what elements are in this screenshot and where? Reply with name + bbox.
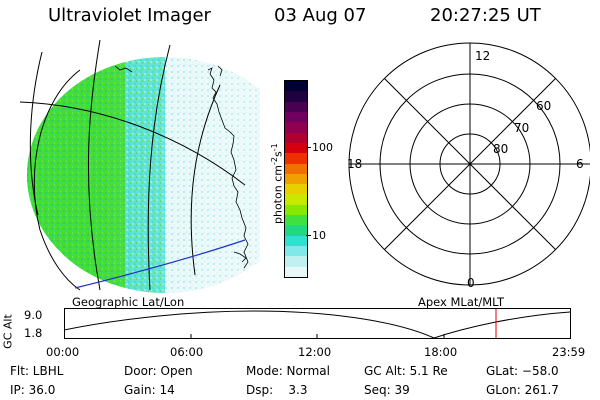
time-tick-1200: 12:00 [298, 345, 332, 359]
colorbar-swatch [285, 204, 307, 216]
glon-status: GLon: 261.7 [486, 383, 559, 397]
colorbar-tick-10: 10 [312, 229, 326, 242]
colorbar-swatch [285, 132, 307, 143]
polar-projection-label: Apex MLat/MLT [418, 295, 505, 309]
glat-status: GLat: −58.0 [486, 364, 559, 378]
mlt-line-diag2 [384, 78, 556, 250]
altitude-axis-label: GC Alt [1, 314, 15, 349]
colorbar-swatch [285, 142, 307, 154]
colorbar-swatch [285, 235, 307, 246]
gain-status: Gain: 14 [124, 383, 175, 397]
colorbar-swatch [285, 111, 307, 123]
altitude-tick-min: 1.8 [24, 326, 43, 340]
altitude-curve [64, 310, 571, 339]
time-tick-0000: 00:00 [46, 345, 80, 359]
filter-status: Flt: LBHL [10, 364, 64, 378]
aurora-emission [27, 57, 260, 293]
map-projection-label: Geographic Lat/Lon [72, 295, 185, 309]
intensity-colorbar [284, 80, 308, 278]
mode-status: Mode: Normal [246, 364, 330, 378]
colorbar-swatch [285, 153, 307, 164]
mlt-label-0: 0 [467, 276, 475, 288]
earth-limb [33, 69, 81, 291]
polar-mlat-mlt-plot: 12 18 6 0 60 70 80 [347, 42, 590, 288]
colorbar-swatch [285, 215, 307, 226]
colorbar-swatch [285, 122, 307, 133]
colorbar-swatch [285, 256, 307, 267]
colorbar-swatch [285, 225, 307, 236]
time-tick-1800: 18:00 [424, 345, 458, 359]
uv-image-map [20, 40, 260, 293]
colorbar-tick-mark [306, 235, 311, 236]
colorbar-swatch [285, 81, 307, 92]
orbit-altitude-plot [64, 308, 571, 339]
time-label: 20:27:25 UT [430, 5, 541, 26]
time-tick-2359: 23:59 [552, 345, 586, 359]
colorbar-swatch [285, 184, 307, 195]
colorbar-swatch [285, 163, 307, 174]
door-status: Door: Open [124, 364, 193, 378]
colorbar-swatch [285, 173, 307, 185]
colorbar-swatch [285, 91, 307, 102]
colorbar-unit-label: photon cm-2s-1 [270, 143, 285, 224]
gc-alt-status: GC Alt: 5.1 Re [364, 364, 448, 378]
date-label: 03 Aug 07 [274, 5, 367, 26]
dsp-status: Dsp: 3.3 [246, 383, 308, 397]
colorbar-swatch [285, 246, 307, 257]
instrument-title: Ultraviolet Imager [48, 5, 211, 26]
mlt-label-18: 18 [347, 157, 362, 171]
altitude-tick-max: 9.0 [24, 308, 43, 322]
ip-status: IP: 36.0 [10, 383, 56, 397]
seq-status: Seq: 39 [364, 383, 410, 397]
colorbar-swatch [285, 101, 307, 112]
mlt-label-6: 6 [576, 157, 584, 171]
mlat-label-60: 60 [536, 99, 551, 113]
geographic-grid [20, 40, 246, 291]
colorbar-swatch [285, 194, 307, 205]
mlt-label-12: 12 [475, 49, 490, 63]
colorbar-tick-mark [306, 147, 311, 148]
time-tick-0600: 06:00 [170, 345, 204, 359]
colorbar-tick-100: 100 [312, 141, 333, 154]
mlat-label-70: 70 [514, 121, 529, 135]
land-outline [114, 65, 249, 269]
colorbar-swatch [285, 266, 307, 277]
mlat-label-80: 80 [493, 142, 508, 156]
coastline [74, 239, 246, 289]
